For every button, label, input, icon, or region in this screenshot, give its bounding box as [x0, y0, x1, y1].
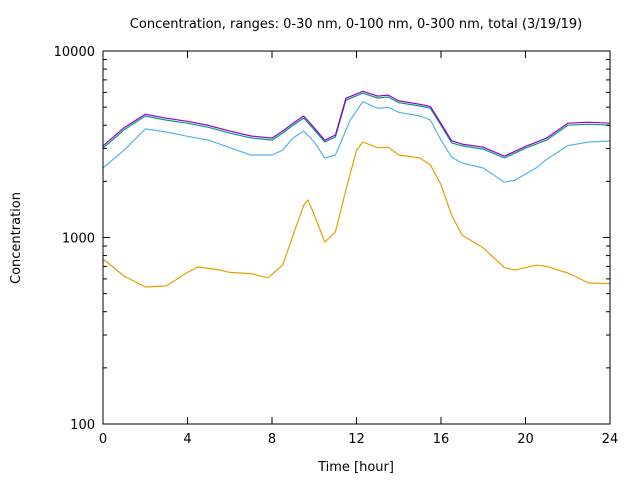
- x-tick-label: 12: [348, 432, 365, 447]
- plot-frame: [102, 50, 611, 425]
- series-line-total: [102, 90, 611, 157]
- x-tick-label: 0: [99, 432, 107, 447]
- x-tick-label: 20: [517, 432, 534, 447]
- x-tick-label: 4: [183, 432, 191, 447]
- x-axis-label: Time [hour]: [317, 460, 394, 475]
- x-tick-label: 24: [602, 432, 619, 447]
- y-tick-label: 10000: [54, 45, 95, 60]
- chart-title: Concentration, ranges: 0-30 nm, 0-100 nm…: [130, 17, 582, 32]
- series-line-0-300-nm: [102, 92, 611, 159]
- series-line-0-100-nm: [102, 101, 611, 183]
- x-tick-label: 16: [433, 432, 450, 447]
- y-tick-label: 100: [70, 418, 95, 433]
- y-axis-label: Concentration: [9, 192, 24, 284]
- axes-layer: 0 4 8 12 16 20 24 100 1000 10000: [54, 45, 619, 447]
- series-layer: [102, 90, 611, 288]
- y-tick-label: 1000: [62, 232, 95, 247]
- series-line-0-30-nm: [102, 141, 611, 288]
- x-tick-label: 8: [268, 432, 276, 447]
